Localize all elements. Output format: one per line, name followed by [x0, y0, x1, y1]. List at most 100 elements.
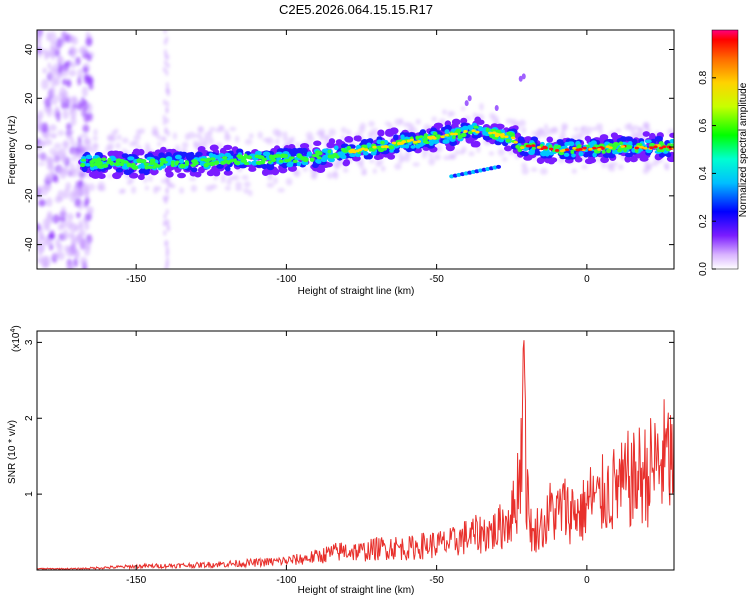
spectrogram-hot-blob	[520, 146, 525, 150]
spectrogram-halo-blob	[643, 122, 650, 129]
spectrogram-halo-blob	[80, 133, 89, 138]
spectrogram-halo-blob	[135, 128, 142, 137]
spectrogram-noise-blob	[45, 197, 53, 207]
spectrogram-halo-blob	[135, 145, 142, 150]
spectrogram-y-label: Frequency (Hz)	[7, 116, 18, 185]
spectrogram-hot-blob	[510, 136, 516, 140]
spectrogram-blob	[531, 146, 536, 150]
spectrogram-halo-blob	[438, 118, 447, 125]
spectrogram-halo-blob	[428, 152, 434, 158]
spectrogram-halo-blob	[340, 135, 346, 140]
spectrogram-blob	[107, 159, 112, 163]
spectrogram-blob	[322, 155, 329, 161]
spectrogram-halo-blob	[83, 138, 89, 146]
spectrogram-halo-blob	[128, 177, 135, 184]
spectrogram-blob	[300, 147, 308, 154]
spectrogram-noise-blob	[66, 133, 72, 140]
spectrogram-hot-blob	[444, 133, 449, 137]
spectrogram-noise-blob	[56, 243, 63, 253]
spectrogram-blob	[139, 158, 147, 164]
spectrogram-blob	[149, 158, 156, 162]
spectrogram-hot-blob	[597, 148, 602, 151]
spectrogram-halo-blob	[399, 118, 404, 125]
spectrogram-halo-blob	[220, 173, 226, 180]
spectrogram-blob	[387, 145, 395, 150]
spectrogram-blob	[190, 167, 198, 173]
spectrogram-halo-blob	[454, 149, 460, 155]
spectrogram-halo-blob	[275, 138, 280, 145]
spectrogram-blob	[159, 157, 167, 162]
spectrogram-hot-blob	[440, 135, 445, 139]
spectrogram-halo-blob	[160, 178, 168, 184]
spectrogram-blob	[287, 158, 292, 162]
spectrogram-blob	[619, 136, 627, 142]
spectrogram-blob	[174, 160, 179, 166]
spectrogram-blob	[309, 157, 315, 162]
spectrogram-halo-blob	[84, 144, 93, 153]
spectrogram-halo-blob	[197, 125, 204, 134]
spectrogram-halo-blob	[428, 157, 436, 166]
spectrogram-blob	[473, 125, 479, 129]
spectrogram-noise-blob	[162, 119, 166, 126]
spectrogram-hot-blob	[525, 144, 531, 148]
spectrogram-halo-blob	[53, 156, 60, 162]
spectrogram-hot-blob	[380, 145, 386, 149]
spectrogram-blob	[218, 153, 225, 158]
spectrogram-blob	[536, 157, 545, 165]
spectrogram-noise-blob	[82, 66, 89, 74]
spectrogram-halo-blob	[404, 154, 411, 163]
spectrogram-blob	[206, 170, 215, 177]
spectrogram-noise-blob	[37, 31, 42, 43]
spectrogram-hot-blob	[360, 147, 365, 151]
spectrogram-noise-blob	[37, 222, 41, 232]
spectrogram-noise-blob	[80, 45, 88, 53]
spectrogram-hot-blob	[504, 135, 509, 139]
spectrogram-blob	[467, 95, 472, 102]
spectrogram-blob	[88, 171, 98, 178]
spectrogram-noise-blob	[70, 115, 77, 127]
spectrogram-blob	[519, 138, 526, 144]
spectrogram-x-tick-label: -50	[429, 274, 444, 285]
spectrogram-blob	[642, 131, 650, 137]
spectrogram-halo-blob	[289, 136, 295, 143]
spectrogram-halo-blob	[518, 119, 526, 127]
spectrogram-halo-blob	[205, 185, 214, 192]
spectrogram-halo-blob	[380, 165, 386, 172]
spectrogram-noise-blob	[166, 88, 170, 95]
spectrogram-noise-blob	[70, 49, 76, 60]
spectrogram-noise-blob	[54, 195, 62, 204]
spectrogram-blob	[624, 152, 634, 158]
spectrogram-halo-blob	[154, 185, 162, 192]
spectrogram-blob	[222, 156, 228, 160]
spectrogram-blob	[335, 155, 340, 159]
spectrogram-halo-blob	[45, 155, 51, 164]
spectrogram-halo-blob	[544, 123, 549, 131]
spectrogram-hot-blob	[588, 147, 593, 151]
spectrogram-blob	[608, 143, 614, 147]
spectrogram-halo-blob	[468, 151, 475, 157]
spectrogram-hot-blob	[500, 135, 505, 138]
spectrogram-noise-blob	[66, 220, 73, 230]
spectrogram-halo-blob	[131, 140, 140, 146]
spectrogram-blob	[165, 171, 174, 178]
spectrogram-noise-blob	[44, 139, 53, 146]
spectrogram-noise-blob	[46, 106, 53, 118]
spectrogram-halo-blob	[537, 128, 545, 134]
snr-y-ticks: 1 2 3	[24, 339, 674, 497]
spectrogram-noise-blob	[166, 248, 170, 255]
spectrogram-halo-blob	[610, 161, 618, 167]
spectrogram-blob	[278, 159, 284, 163]
snr-x-label: Height of straight line (km)	[298, 585, 415, 596]
spectrogram-blob	[549, 157, 558, 163]
spectrogram-blob	[251, 160, 259, 166]
spectrogram-blob	[601, 149, 606, 154]
snr-x-tick-label: -150	[126, 575, 146, 586]
spectrogram-blob	[470, 141, 478, 148]
spectrogram-halo-blob	[241, 175, 249, 180]
spectrogram-halo-blob	[346, 129, 352, 136]
spectrogram-halo-blob	[359, 161, 364, 170]
spectrogram-halo-blob	[663, 162, 669, 170]
spectrogram-halo-blob	[68, 129, 75, 134]
spectrogram-blob	[385, 130, 395, 137]
spectrogram-blob	[302, 157, 309, 163]
